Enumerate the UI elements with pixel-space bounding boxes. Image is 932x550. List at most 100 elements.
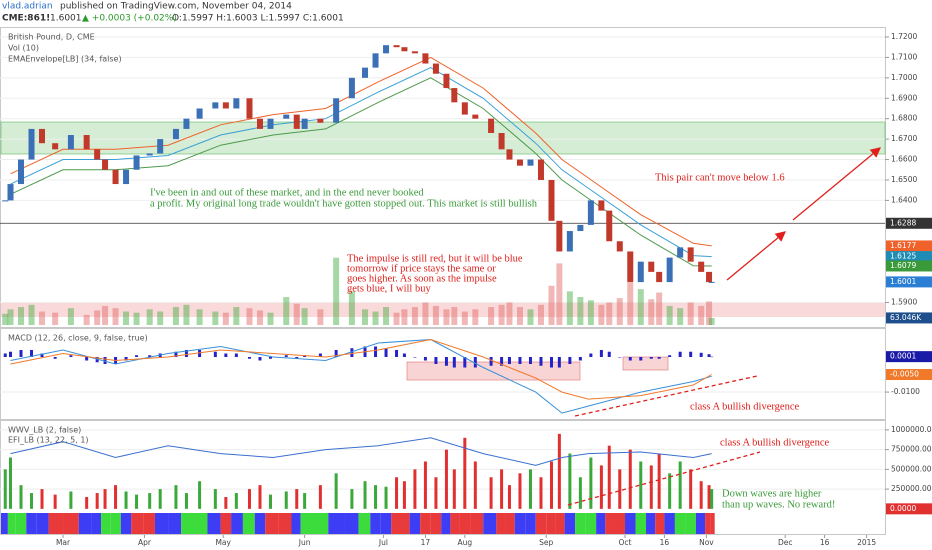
force-bar [518, 473, 522, 509]
impulse-block [391, 513, 401, 534]
candle [706, 271, 713, 283]
change: ▲ +0.0003 (+0.02%) [82, 14, 177, 24]
impulse-block [131, 513, 144, 534]
force-bar [473, 461, 477, 509]
macd-histogram-bar [148, 355, 152, 357]
macd-histogram-bar [489, 356, 493, 366]
macd-histogram-bar [284, 355, 288, 357]
impulse-block [564, 513, 576, 534]
force-bar [657, 453, 661, 509]
volume-bar [516, 307, 523, 325]
force-bar [184, 493, 188, 509]
force-bar [434, 477, 438, 509]
force-bar [174, 485, 178, 509]
macd-histogram-bar [334, 349, 338, 357]
impulse-block [231, 513, 243, 534]
candle [39, 128, 46, 144]
candle [548, 179, 555, 221]
volume-bar [443, 309, 450, 325]
impulse-block [26, 513, 37, 534]
impulse-block [344, 513, 359, 534]
candle [301, 118, 308, 129]
macd-histogram-bar [19, 349, 23, 357]
impulse-block [358, 513, 371, 534]
candle [7, 184, 14, 201]
impulse-block [168, 513, 182, 534]
macd-histogram-bar [678, 351, 682, 357]
force-bar [557, 433, 561, 509]
volume-bar [666, 305, 673, 325]
force-bar [489, 477, 493, 509]
force-bar [507, 485, 511, 509]
macd-histogram-bar [184, 349, 188, 357]
volume-zone [1, 302, 885, 317]
volume-bar [28, 304, 35, 325]
y-tick-label: 250000.0000 [891, 484, 932, 493]
force-bar [668, 473, 672, 509]
impulse-block [91, 513, 102, 534]
force-bar [452, 469, 456, 509]
force-bar [599, 465, 603, 509]
macd-histogram-bar [607, 351, 611, 357]
candle [666, 257, 673, 283]
candle [401, 47, 408, 52]
x-tick-label: 2015 [857, 538, 876, 547]
macd-histogram-bar [9, 351, 13, 357]
impulse-block [48, 513, 64, 534]
volume-bar [706, 301, 713, 325]
impulse-block [63, 513, 79, 534]
force-bar [247, 489, 251, 509]
macd-histogram-bar [689, 351, 693, 357]
macd-histogram-bar [135, 355, 139, 357]
volume-bar [172, 307, 179, 325]
candle [498, 132, 505, 150]
impulse-block [450, 513, 460, 534]
candle [83, 135, 90, 150]
candle [556, 220, 563, 252]
candle [256, 118, 263, 129]
x-tick-label: 16 [820, 538, 830, 547]
force-bar [578, 477, 582, 509]
candle [317, 118, 324, 123]
impulse-block [705, 513, 711, 534]
force-bar [628, 449, 632, 509]
author[interactable]: vlad.adrian [2, 2, 53, 12]
force-bar [334, 473, 338, 509]
force-bar [678, 461, 682, 509]
impulse-block [635, 513, 647, 534]
candle [133, 155, 140, 170]
force-bar [423, 461, 427, 509]
impulse-block [300, 513, 313, 534]
price-label-box [886, 351, 932, 363]
candle [267, 118, 274, 129]
price-label: 63.046K [890, 313, 922, 322]
volume-bar [687, 302, 694, 325]
macd-histogram-bar [3, 353, 7, 357]
volume-bar [698, 305, 705, 325]
macd-histogram-bar [423, 356, 427, 361]
force-bar [148, 493, 152, 509]
macd-histogram-bar [303, 355, 307, 357]
candle [348, 77, 355, 99]
macd-histogram-bar [599, 349, 603, 357]
impulse-block [328, 513, 345, 534]
candle [708, 281, 715, 283]
candle [566, 231, 573, 252]
candle [627, 251, 634, 283]
impulse-block [646, 513, 656, 534]
volume-bar [333, 257, 340, 325]
candle [677, 247, 684, 258]
candle [687, 247, 694, 262]
impulse-block [625, 513, 636, 534]
impulse-block [430, 513, 442, 534]
macd-histogram-bar [295, 356, 299, 359]
impulse-block [596, 513, 606, 534]
impulse-block [154, 513, 169, 534]
macd-histogram-bar [174, 351, 178, 357]
candle [102, 159, 109, 170]
x-tick-label: Nov [699, 538, 714, 547]
macd-histogram-bar [384, 348, 388, 357]
volume-bar [112, 308, 119, 325]
candle [183, 118, 190, 129]
force-bar [9, 457, 13, 509]
